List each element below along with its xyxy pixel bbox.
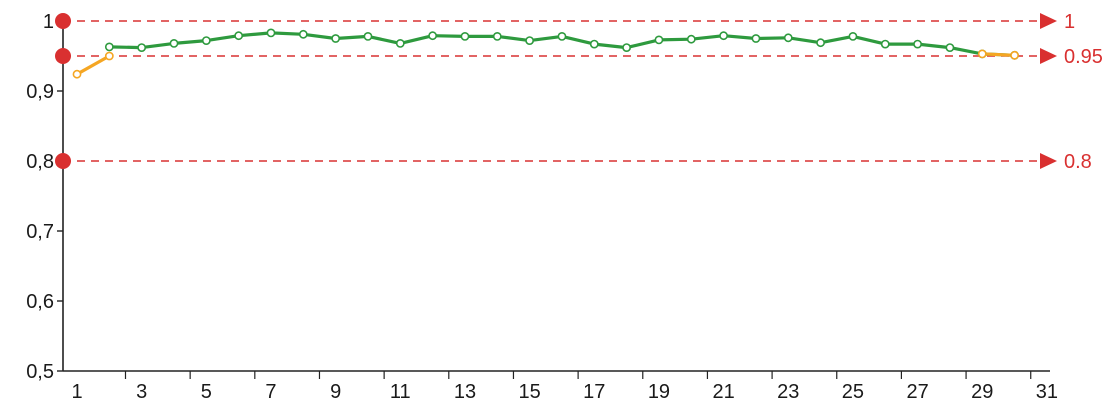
data-point-s1-2 <box>169 39 179 48</box>
x-tick-label-13: 27 <box>906 381 928 403</box>
data-point-s1-15 <box>589 39 599 49</box>
ref-marker-0 <box>55 13 71 29</box>
y-tick-label-3: 0,8 <box>26 151 54 173</box>
data-point-s1-5 <box>266 28 276 38</box>
x-tick-label-9: 19 <box>648 381 670 403</box>
x-tick-label-12: 25 <box>842 381 864 403</box>
y-tick-label-5: 1 <box>43 11 54 33</box>
y-tick-label-0: 0,5 <box>26 361 54 383</box>
ref-arrow-1 <box>1040 48 1057 64</box>
series-lines <box>76 31 1015 76</box>
data-point-s0-0 <box>72 69 82 79</box>
x-tick-label-14: 29 <box>971 381 993 403</box>
ref-marker-2 <box>55 153 71 169</box>
ref-arrow-2 <box>1040 153 1057 169</box>
x-tick-label-6: 13 <box>454 381 476 403</box>
axes: 0,50,60,70,80,911 3 5 7 9 11 13 15 17 19 21 23 25 27 2… <box>26 11 1058 403</box>
x-tick-label-7: 15 <box>518 381 540 403</box>
data-point-s1-9 <box>395 39 405 48</box>
data-point-s1-7 <box>331 34 341 43</box>
x-tick-label-1: 3 <box>136 381 147 403</box>
ref-arrow-0 <box>1040 13 1057 29</box>
data-point-s1-6 <box>298 29 308 39</box>
x-tick-label-15: 31 <box>1036 381 1058 403</box>
data-point-s1-3 <box>201 36 211 45</box>
data-point-s1-1 <box>137 43 147 52</box>
ref-label-2: 0.8 <box>1064 151 1092 173</box>
data-point-s1-23 <box>848 32 858 41</box>
x-tick-label-5: 11 <box>390 381 411 403</box>
x-tick-label-0: 1 <box>71 381 82 403</box>
x-tick-label-4: 9 <box>330 381 341 403</box>
x-tick-label-10: 21 <box>712 381 734 403</box>
data-points <box>72 28 1019 79</box>
data-point-s1-22 <box>816 38 825 48</box>
data-point-s1-13 <box>525 36 535 45</box>
data-point-s1-18 <box>686 34 696 44</box>
data-point-s1-16 <box>622 43 632 52</box>
data-point-s1-24 <box>880 39 890 49</box>
data-point-s1-12 <box>492 32 502 41</box>
data-point-s1-10 <box>428 31 438 41</box>
series-line-2 <box>982 52 1015 57</box>
ref-marker-1 <box>55 48 71 64</box>
series-line-0 <box>76 54 111 76</box>
data-point-s0-1 <box>104 51 114 61</box>
data-point-s1-26 <box>945 43 955 52</box>
data-point-s1-4 <box>234 31 244 41</box>
x-tick-label-3: 7 <box>265 381 276 403</box>
ref-label-0: 1 <box>1064 11 1075 33</box>
y-tick-label-2: 0,7 <box>26 221 54 243</box>
data-point-s1-8 <box>363 32 373 41</box>
data-point-s1-11 <box>460 32 470 41</box>
data-point-s1-25 <box>913 39 922 49</box>
reference-lines: 1 0.95 0.8 <box>55 11 1103 173</box>
data-point-s1-21 <box>783 33 793 43</box>
data-point-s1-17 <box>654 35 664 45</box>
data-point-s1-19 <box>719 31 728 41</box>
x-tick-label-2: 5 <box>201 381 212 403</box>
data-point-s1-20 <box>751 34 761 43</box>
data-point-s2-1 <box>1010 50 1019 60</box>
data-point-s1-14 <box>557 32 567 41</box>
x-tick-label-8: 17 <box>583 381 605 403</box>
data-point-s1-0 <box>104 42 114 52</box>
data-point-s2-0 <box>977 49 987 59</box>
x-tick-label-11: 23 <box>777 381 799 403</box>
y-tick-label-4: 0,9 <box>26 81 54 103</box>
ref-label-1: 0.95 <box>1064 46 1103 68</box>
y-tick-label-1: 0,6 <box>26 291 54 313</box>
